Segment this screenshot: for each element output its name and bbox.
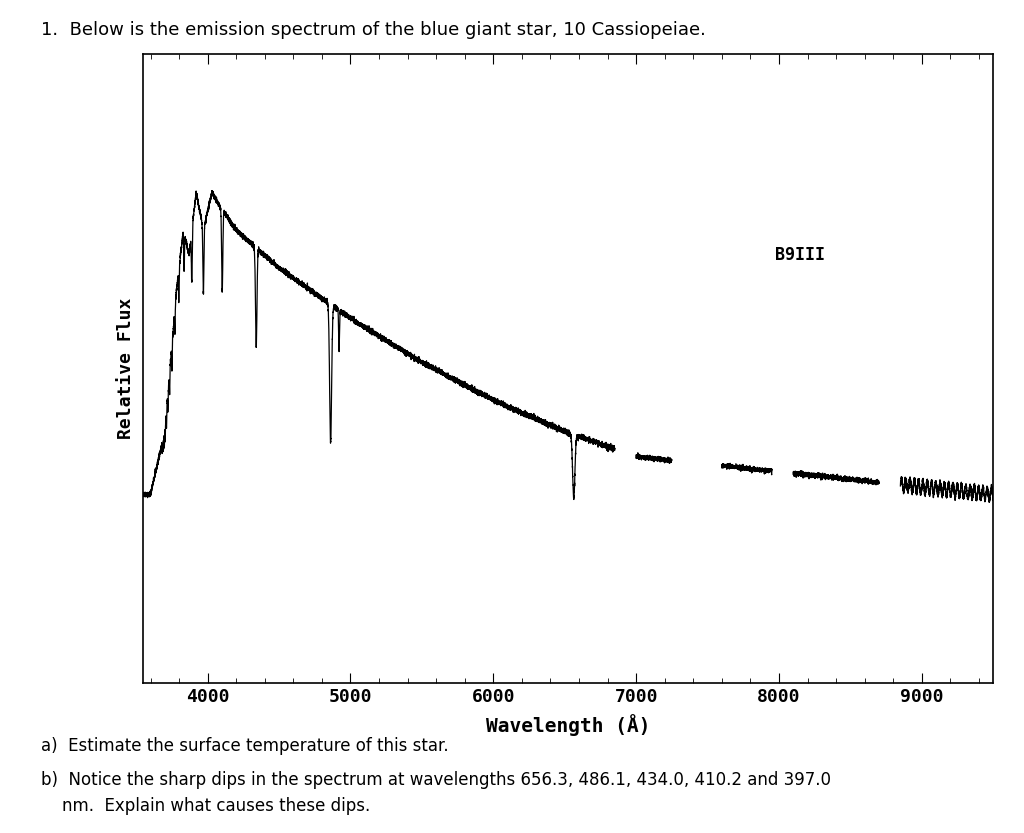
X-axis label: Wavelength (Å): Wavelength (Å) (486, 714, 650, 736)
Y-axis label: Relative Flux: Relative Flux (117, 298, 135, 439)
Text: a)  Estimate the surface temperature of this star.: a) Estimate the surface temperature of t… (41, 737, 449, 756)
Text: nm.  Explain what causes these dips.: nm. Explain what causes these dips. (41, 797, 371, 816)
Text: 1.  Below is the emission spectrum of the blue giant star, 10 Cassiopeiae.: 1. Below is the emission spectrum of the… (41, 21, 706, 39)
Text: B9III: B9III (775, 247, 825, 264)
Text: b)  Notice the sharp dips in the spectrum at wavelengths 656.3, 486.1, 434.0, 41: b) Notice the sharp dips in the spectrum… (41, 771, 830, 789)
